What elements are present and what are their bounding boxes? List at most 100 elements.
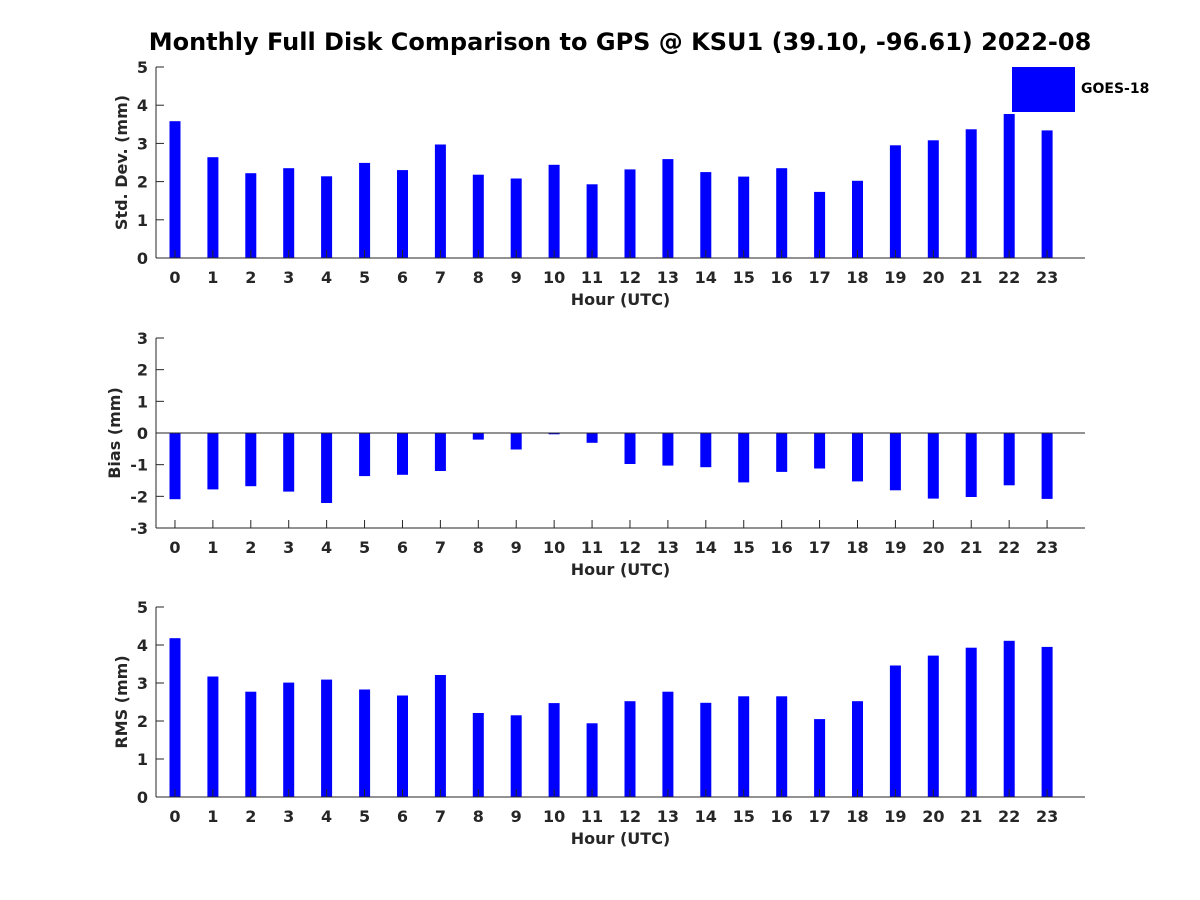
bar-bias-hour-10 [548, 433, 560, 435]
bar-stddev-hour-13 [662, 159, 674, 258]
y-tick-label-rms: 1 [137, 750, 148, 769]
x-tick-label-rms: 9 [511, 807, 522, 826]
bar-stddev-hour-10 [548, 164, 560, 258]
bar-stddev-hour-0 [169, 121, 181, 258]
x-tick-label-rms: 6 [397, 807, 408, 826]
y-tick-label-rms: 4 [137, 636, 148, 655]
x-tick-label-stddev: 10 [543, 268, 565, 287]
x-tick-label-bias: 20 [922, 538, 944, 557]
x-tick-label-rms: 0 [169, 807, 180, 826]
x-tick-label-stddev: 4 [321, 268, 332, 287]
chart-title: Monthly Full Disk Comparison to GPS @ KS… [148, 28, 1092, 56]
bar-bias-hour-12 [624, 433, 636, 464]
bar-stddev-hour-9 [510, 178, 522, 258]
bar-bias-hour-20 [927, 433, 939, 499]
bar-bias-hour-8 [472, 433, 484, 440]
x-tick-label-bias: 23 [1036, 538, 1058, 557]
x-tick-label-rms: 14 [695, 807, 717, 826]
y-tick-label-bias: 3 [137, 329, 148, 348]
x-tick-label-rms: 1 [207, 807, 218, 826]
bar-bias-hour-17 [814, 433, 826, 469]
x-tick-label-stddev: 17 [808, 268, 830, 287]
x-axis-label-rms: Hour (UTC) [571, 829, 671, 848]
bar-bias-hour-15 [738, 433, 750, 483]
bar-bias-hour-7 [434, 433, 446, 471]
x-tick-label-rms: 4 [321, 807, 332, 826]
bar-bias-hour-6 [397, 433, 408, 475]
x-tick-label-stddev: 23 [1036, 268, 1058, 287]
x-tick-label-bias: 15 [733, 538, 755, 557]
bar-stddev-hour-15 [738, 176, 750, 258]
x-tick-label-stddev: 16 [771, 268, 793, 287]
y-tick-label-bias: -2 [130, 487, 148, 506]
y-tick-label-rms: 2 [137, 712, 148, 731]
x-tick-label-rms: 8 [473, 807, 484, 826]
x-tick-label-bias: 21 [960, 538, 982, 557]
bar-bias-hour-19 [889, 433, 901, 491]
y-tick-label-bias: -1 [130, 456, 148, 475]
bar-rms-hour-0 [169, 638, 181, 797]
x-tick-label-stddev: 3 [283, 268, 294, 287]
bar-stddev-hour-17 [814, 191, 826, 258]
y-tick-label-stddev: 5 [137, 58, 148, 77]
x-tick-label-stddev: 7 [435, 268, 446, 287]
x-tick-label-stddev: 18 [846, 268, 868, 287]
x-tick-label-bias: 5 [359, 538, 370, 557]
x-tick-label-stddev: 8 [473, 268, 484, 287]
bar-bias-hour-22 [1003, 433, 1015, 486]
y-tick-label-stddev: 4 [137, 96, 148, 115]
bar-stddev-hour-22 [1003, 114, 1015, 258]
x-tick-label-stddev: 12 [619, 268, 641, 287]
x-tick-label-rms: 12 [619, 807, 641, 826]
x-tick-label-bias: 1 [207, 538, 218, 557]
bar-rms-hour-16 [776, 696, 788, 797]
x-tick-label-stddev: 20 [922, 268, 944, 287]
y-tick-label-bias: -3 [130, 519, 148, 538]
bar-rms-hour-22 [1003, 640, 1015, 797]
x-tick-label-bias: 19 [884, 538, 906, 557]
bar-stddev-hour-23 [1041, 130, 1053, 258]
x-tick-label-bias: 22 [998, 538, 1020, 557]
bar-rms-hour-13 [662, 691, 674, 797]
bar-bias-hour-9 [510, 433, 522, 450]
y-tick-label-rms: 0 [137, 788, 148, 807]
x-tick-label-rms: 16 [771, 807, 793, 826]
y-tick-label-bias: 0 [137, 424, 148, 443]
x-tick-label-stddev: 0 [169, 268, 180, 287]
x-tick-label-rms: 20 [922, 807, 944, 826]
x-tick-label-rms: 15 [733, 807, 755, 826]
x-tick-label-stddev: 11 [581, 268, 603, 287]
bar-bias-hour-4 [321, 433, 333, 503]
bar-bias-hour-21 [965, 433, 977, 497]
bar-rms-hour-17 [814, 719, 826, 797]
x-tick-label-rms: 23 [1036, 807, 1058, 826]
x-tick-label-bias: 16 [771, 538, 793, 557]
bar-rms-hour-11 [586, 723, 598, 797]
bar-stddev-hour-2 [245, 173, 257, 258]
bar-rms-hour-7 [434, 675, 446, 797]
x-tick-label-bias: 13 [657, 538, 679, 557]
x-tick-label-stddev: 5 [359, 268, 370, 287]
bar-rms-hour-8 [472, 713, 484, 797]
bar-rms-hour-4 [321, 679, 333, 797]
x-tick-label-bias: 4 [321, 538, 332, 557]
bar-rms-hour-12 [624, 701, 636, 797]
y-axis-label-bias: Bias (mm) [105, 387, 124, 479]
x-tick-label-rms: 7 [435, 807, 446, 826]
bar-rms-hour-21 [965, 647, 977, 797]
x-tick-label-rms: 22 [998, 807, 1020, 826]
bar-bias-hour-1 [207, 433, 219, 490]
bar-bias-hour-13 [662, 433, 674, 466]
bar-stddev-hour-20 [927, 140, 939, 258]
x-tick-label-bias: 8 [473, 538, 484, 557]
x-tick-label-stddev: 2 [245, 268, 256, 287]
bar-stddev-hour-6 [397, 170, 408, 258]
bar-stddev-hour-3 [283, 168, 295, 258]
bar-stddev-hour-11 [586, 184, 598, 258]
bar-rms-hour-2 [245, 691, 257, 797]
y-axis-label-stddev: Std. Dev. (mm) [112, 95, 131, 230]
